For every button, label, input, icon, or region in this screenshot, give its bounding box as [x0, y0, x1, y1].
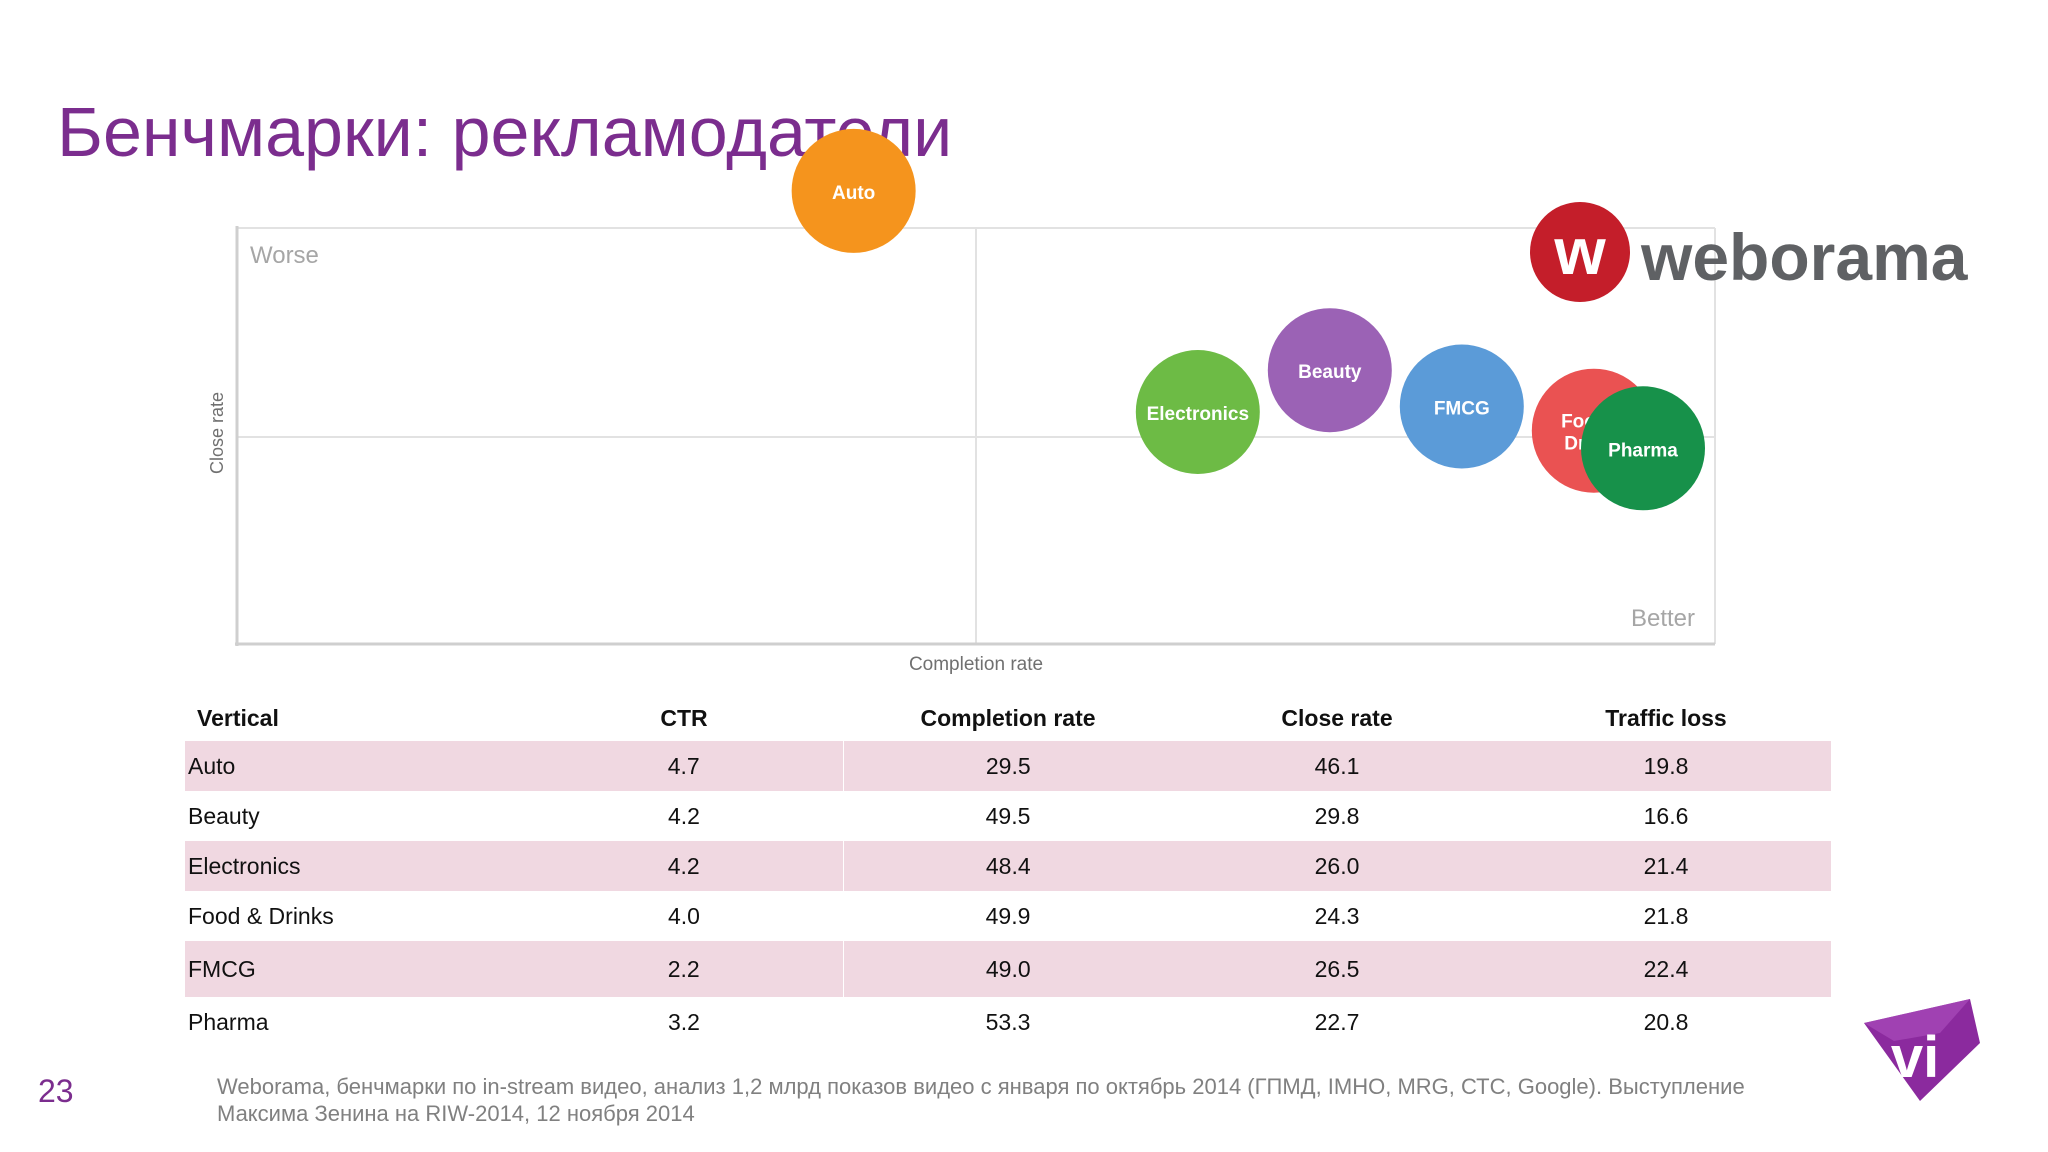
bubble: FMCG	[1399, 344, 1524, 469]
cell-completion-rate: 49.9	[985, 902, 1031, 929]
bubble: Beauty	[1267, 308, 1392, 433]
bubble: Electronics	[1135, 350, 1260, 474]
cell-ctr: 4.2	[668, 802, 700, 829]
annotation-better: Better	[1631, 605, 1695, 632]
footnote: Weborama, бенчмарки по in-stream видео, …	[217, 1074, 1745, 1126]
benchmark-table: Vertical CTR Completion rate Close rate …	[185, 695, 1831, 1047]
bubble-label: Beauty	[1298, 362, 1362, 383]
table-row: Beauty 4.2 49.5 29.8 16.6	[185, 791, 1831, 841]
cell-traffic-loss: 16.6	[1643, 802, 1689, 829]
table-row: Auto 4.7 29.5 46.1 19.8	[185, 741, 1831, 791]
bubble-chart-svg: Worse Better Completion rate Close rate …	[207, 128, 1716, 675]
cell-close-rate: 29.8	[1314, 802, 1360, 829]
y-axis-label: Close rate	[207, 392, 227, 474]
cell-vertical: Electronics	[185, 841, 525, 891]
cell-close-rate: 24.3	[1314, 902, 1360, 929]
cell-completion-rate: 49.0	[842, 941, 1173, 997]
cell-ctr: 4.0	[668, 902, 700, 929]
cell-traffic-loss: 20.8	[1643, 1008, 1689, 1035]
bubble-circle	[791, 128, 916, 253]
cell-close-rate: 22.7	[1314, 1008, 1360, 1035]
bubble-circle	[1267, 308, 1392, 433]
header-ctr: CTR	[660, 704, 708, 731]
cell-vertical: Food & Drinks	[188, 902, 334, 929]
vi-logo-svg: vi	[1864, 999, 1980, 1101]
bubble-circle	[1581, 386, 1705, 511]
cell-completion-rate: 29.5	[842, 741, 1173, 791]
bubble: Auto	[791, 128, 916, 253]
cell-completion-rate: 53.3	[985, 1008, 1031, 1035]
weborama-logo-mark: w	[1553, 214, 1606, 288]
weborama-logo-svg: w weborama	[1530, 202, 1969, 302]
cell-ctr: 3.2	[668, 1008, 700, 1035]
cell-ctr: 2.2	[525, 941, 843, 997]
cell-close-rate: 26.0	[1173, 841, 1501, 891]
annotation-worse: Worse	[250, 242, 319, 269]
bubble: Pharma	[1581, 386, 1705, 511]
table-row: Pharma 3.2 53.3 22.7 20.8	[185, 997, 1831, 1047]
cell-vertical: Auto	[185, 741, 525, 791]
header-completion-rate: Completion rate	[920, 704, 1096, 731]
cell-close-rate: 26.5	[1173, 941, 1501, 997]
cell-vertical: Pharma	[188, 1008, 269, 1035]
cell-traffic-loss: 22.4	[1501, 941, 1831, 997]
vi-logo-facet	[1864, 999, 1970, 1041]
table-row: FMCG 2.2 49.0 26.5 22.4	[185, 941, 1831, 997]
page-number: 23	[38, 1073, 74, 1109]
cell-traffic-loss: 21.4	[1501, 841, 1831, 891]
cell-close-rate: 46.1	[1173, 741, 1501, 791]
cell-ctr: 4.7	[525, 741, 843, 791]
cell-completion-rate: 49.5	[985, 802, 1031, 829]
weborama-logo: w weborama	[1528, 200, 1978, 310]
table-header-row: Vertical CTR Completion rate Close rate …	[185, 695, 1831, 741]
vi-logo: vi	[1858, 995, 1983, 1105]
cell-vertical: Beauty	[188, 802, 260, 829]
bubble-label: Electronics	[1147, 404, 1249, 425]
cell-traffic-loss: 21.8	[1643, 902, 1689, 929]
bubble-label: Pharma	[1608, 440, 1678, 461]
bubble-label: FMCG	[1434, 399, 1490, 420]
weborama-logo-circle	[1530, 202, 1630, 302]
table-row: Electronics 4.2 48.4 26.0 21.4	[185, 841, 1831, 891]
cell-completion-rate: 48.4	[842, 841, 1173, 891]
header-vertical: Vertical	[197, 704, 279, 731]
vi-logo-mark: vi	[1891, 1025, 1939, 1090]
header-close-rate: Close rate	[1281, 704, 1393, 731]
cell-traffic-loss: 19.8	[1501, 741, 1831, 791]
table-row: Food & Drinks 4.0 49.9 24.3 21.8	[185, 891, 1831, 941]
bubble-circle	[1135, 350, 1260, 474]
weborama-logo-wordmark: weborama	[1640, 220, 1969, 294]
cell-vertical: FMCG	[185, 941, 525, 997]
header-traffic-loss: Traffic loss	[1605, 704, 1727, 731]
cell-ctr: 4.2	[525, 841, 843, 891]
x-axis-label: Completion rate	[909, 654, 1043, 675]
bubble-chart: Worse Better Completion rate Close rate …	[195, 128, 2005, 690]
bubble-label: Auto	[832, 183, 875, 204]
bubble-circle	[1399, 344, 1524, 469]
